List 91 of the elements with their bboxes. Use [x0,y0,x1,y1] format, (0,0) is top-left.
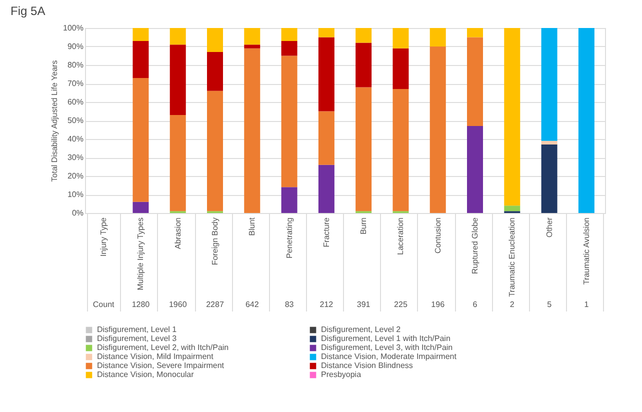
bar [132,28,149,41]
bar [578,28,594,213]
bar [392,28,409,48]
bar [132,40,149,78]
bar [541,140,558,145]
bar [132,78,149,202]
bar [170,114,186,212]
x-tick-label: Contusion [433,218,442,254]
text: 2 [510,300,515,309]
y-tick-label: 10% [67,190,84,199]
bar [541,28,558,141]
x-tick-label: Abrasion [173,218,182,250]
y-tick-label: 30% [67,153,84,162]
legend-label: Distance Vision, Moderate Impairment [321,352,458,361]
y-tick-label: 90% [67,42,84,51]
legend-label: Distance Vision Blindness [321,361,413,370]
bar [170,44,186,115]
legend-label: Distance Vision, Monocular [97,370,194,379]
legend-label: Distance Vision, Mild Impairment [97,352,214,361]
bar [318,164,334,213]
bar [356,42,372,88]
y-tick-label: 50% [67,116,84,125]
bar [318,111,334,165]
bar [281,187,298,213]
chart-title: Fig 5A [10,4,46,18]
x-tick-label: Blunt [248,216,257,236]
bar [392,89,409,212]
bar [281,28,298,41]
bar [244,44,260,48]
bar [467,126,483,213]
legend-label: Distance Vision, Severe Impairment [97,361,225,370]
legend-label: Disfigurement, Level 1 [97,325,178,334]
y-tick-label: 20% [67,172,84,180]
x-tick-label: Other [544,217,554,238]
bar [281,56,298,188]
text: 5 [547,300,552,309]
text: 1280 [132,300,150,309]
bar [318,28,334,38]
text: 1 [584,300,590,309]
bar [356,87,372,212]
x-tick-label: Traumatic Avulsion [582,218,591,285]
legend-label: Disfigurement, Level 3 [97,334,178,343]
bar [207,28,223,52]
y-tick-label: 80% [67,60,84,70]
x-tick-label: Fracture [322,216,331,248]
text: 6 [472,300,478,309]
text: 2287 [206,300,224,309]
text: 83 [284,300,294,309]
legend-label: Disfigurement, Level 1 with Itch/Pain [321,334,450,343]
y-tick-label: 60% [67,98,84,106]
legend-label: Disfigurement, Level 3, with Itch/Pain [321,343,453,352]
x-tick-label: Injury Type [99,216,108,256]
x-tick-label: Foreign Body [210,218,220,266]
y-tick-label: 100% [63,24,84,32]
x-tick-label: Burn [359,218,368,234]
y-tick-label: 70% [67,79,84,88]
bar [430,46,446,213]
y-axis-title: Total Disability Adjusted Life Years [50,60,60,182]
bar [170,28,186,45]
bar [392,48,409,90]
text: 1960 [168,300,188,309]
y-tick-label: 0% [72,208,84,218]
x-tick-label: Laceration [396,218,406,255]
bar [318,37,334,112]
x-tick-label: Ruptured Globe [470,216,480,274]
bar [467,37,483,126]
bar [430,28,446,46]
bar [207,52,223,91]
text: 642 [245,300,260,309]
legend-label: Disfigurement, Level 2 [321,325,402,334]
legend-label: Disfigurement, Level 2, with Itch/Pain [97,343,229,352]
text: 391 [356,300,371,309]
bar [244,48,260,213]
legend-label: Presbyopia [321,370,362,379]
text: 196 [431,300,446,309]
text: 212 [320,300,334,309]
bar [132,202,149,213]
bar [207,90,223,212]
x-tick-label: Traumatic Enucleation [508,218,517,297]
x-tick-label: Penetrating [284,218,294,258]
bar [504,206,520,212]
y-tick-label: 40% [67,134,84,144]
bar [356,28,372,43]
x-tick-label: Multiple Injury Types [136,218,146,290]
bar [541,144,558,213]
bar [244,28,260,45]
bar [467,28,483,38]
text: Count [92,300,116,309]
bar [504,28,520,206]
text: 225 [394,300,408,309]
bar [281,40,298,56]
